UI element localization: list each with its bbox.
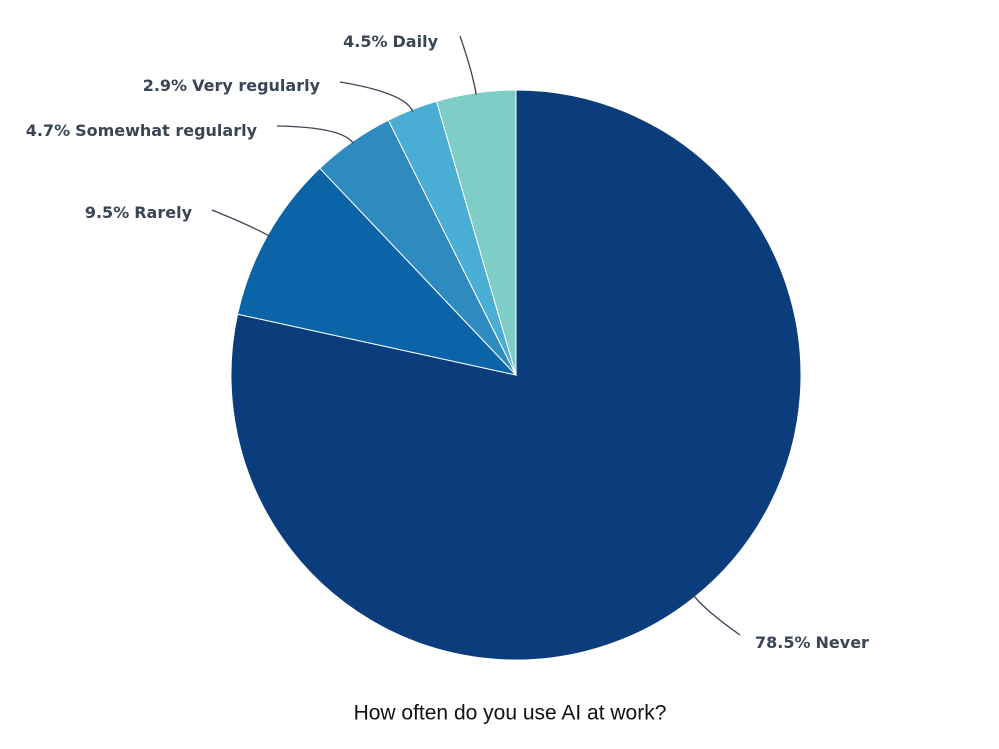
slice-category: Somewhat regularly [75,121,257,140]
leader-line [211,209,270,237]
leader-line [692,595,741,636]
leader-line [459,35,477,95]
slice-category: Never [816,633,870,652]
slice-value: 78.5% [755,633,811,652]
slice-category: Rarely [134,203,192,222]
slice-value: 2.9% [143,76,187,95]
slice-label: 9.5% Rarely [85,203,193,222]
slice-value: 4.7% [26,121,70,140]
slice-category: Daily [393,32,439,51]
leader-line [339,81,414,112]
slice-label: 4.5% Daily [343,32,438,51]
slice-value: 4.5% [343,32,387,51]
slice-category: Very regularly [192,76,320,95]
chart-title: How often do you use AI at work? [354,702,667,725]
leader-line [276,125,354,144]
slice-value: 9.5% [85,203,129,222]
slice-label: 2.9% Very regularly [143,76,321,95]
slice-label: 78.5% Never [755,633,869,652]
slice-label: 4.7% Somewhat regularly [26,121,258,140]
